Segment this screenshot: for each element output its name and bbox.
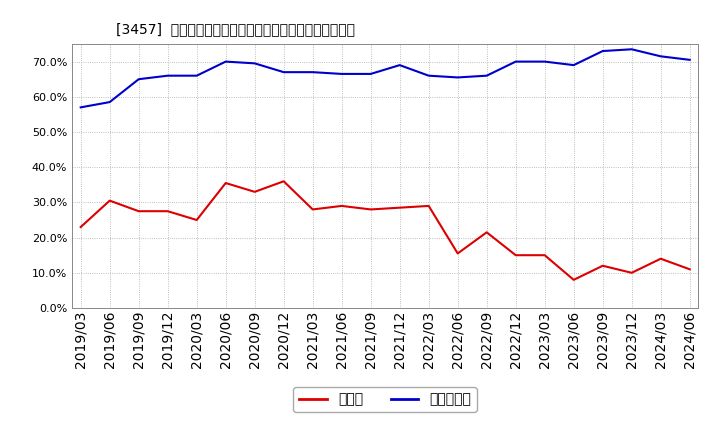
現預金: [395, 205, 404, 210]
現預金: [221, 180, 230, 186]
現預金: [424, 203, 433, 209]
現預金: [366, 207, 375, 212]
Legend: 現預金, 有利子負債: 現預金, 有利子負債: [293, 387, 477, 412]
有利子負債: [163, 73, 172, 78]
有利子負債: [482, 73, 491, 78]
有利子負債: [221, 59, 230, 64]
Text: [3457]  現預金、有利子負債の総資産に対する比率の推移: [3457] 現預金、有利子負債の総資産に対する比率の推移: [116, 22, 355, 36]
有利子負債: [627, 47, 636, 52]
有利子負債: [685, 57, 694, 62]
Line: 現預金: 現預金: [81, 181, 690, 280]
有利子負債: [135, 77, 143, 82]
有利子負債: [308, 70, 317, 75]
現預金: [454, 251, 462, 256]
有利子負債: [251, 61, 259, 66]
Line: 有利子負債: 有利子負債: [81, 49, 690, 107]
有利子負債: [657, 54, 665, 59]
現預金: [105, 198, 114, 203]
現預金: [251, 189, 259, 194]
現預金: [279, 179, 288, 184]
有利子負債: [279, 70, 288, 75]
有利子負債: [598, 48, 607, 54]
現預金: [338, 203, 346, 209]
現預金: [570, 277, 578, 282]
有利子負債: [395, 62, 404, 68]
現預金: [657, 256, 665, 261]
有利子負債: [454, 75, 462, 80]
現預金: [482, 230, 491, 235]
現預金: [163, 209, 172, 214]
現預金: [76, 224, 85, 230]
現預金: [627, 270, 636, 275]
現預金: [308, 207, 317, 212]
有利子負債: [105, 99, 114, 105]
現預金: [511, 253, 520, 258]
有利子負債: [76, 105, 85, 110]
有利子負債: [541, 59, 549, 64]
有利子負債: [192, 73, 201, 78]
現預金: [598, 263, 607, 268]
現預金: [135, 209, 143, 214]
現預金: [192, 217, 201, 223]
有利子負債: [366, 71, 375, 77]
有利子負債: [424, 73, 433, 78]
現預金: [541, 253, 549, 258]
有利子負債: [338, 71, 346, 77]
有利子負債: [570, 62, 578, 68]
現預金: [685, 267, 694, 272]
有利子負債: [511, 59, 520, 64]
